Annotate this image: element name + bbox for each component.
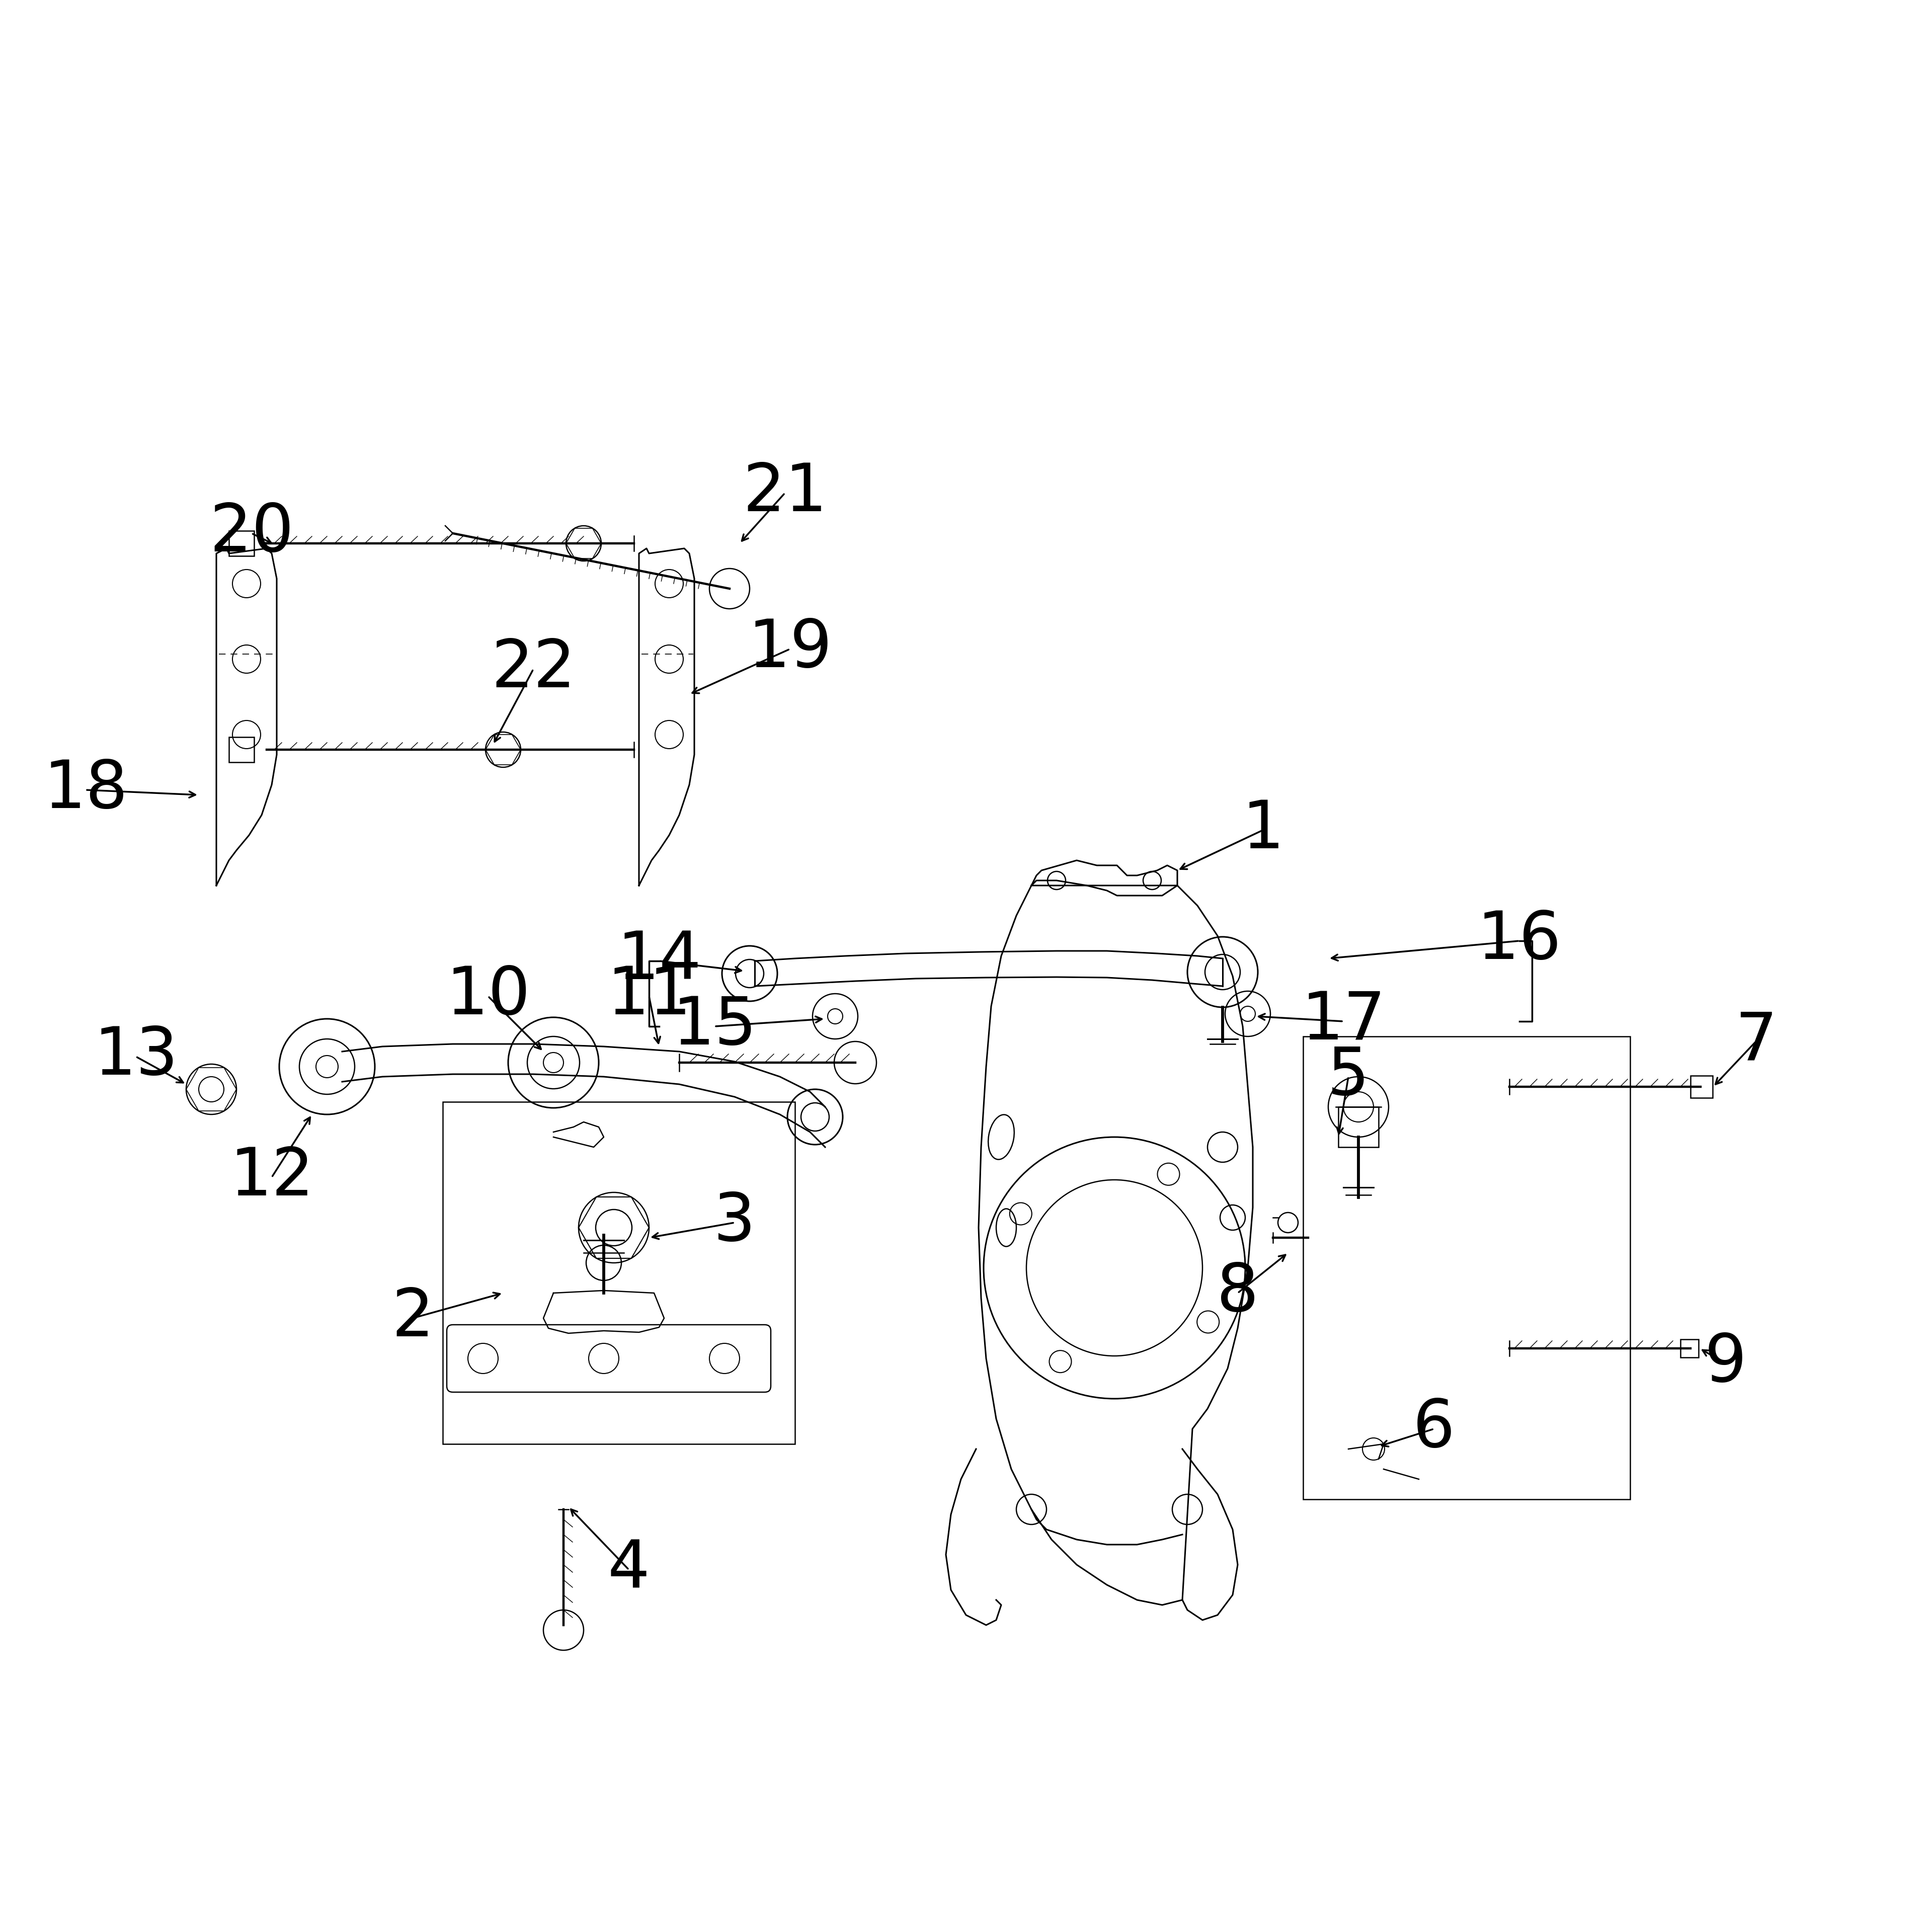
Text: 1: 1	[1242, 798, 1285, 862]
Text: 13: 13	[93, 1024, 178, 1088]
Text: 6: 6	[1412, 1397, 1455, 1461]
Text: 3: 3	[713, 1190, 755, 1254]
Text: 18: 18	[43, 757, 128, 821]
Text: 17: 17	[1300, 989, 1385, 1053]
Bar	[442, 1101, 794, 1443]
Text: 14: 14	[616, 929, 701, 993]
Bar	[1339, 1107, 1379, 1148]
Text: 20: 20	[209, 502, 294, 566]
Bar	[1681, 1339, 1698, 1358]
Text: 4: 4	[609, 1538, 649, 1602]
Bar	[228, 738, 255, 763]
Text: 10: 10	[446, 964, 529, 1028]
Text: 8: 8	[1217, 1262, 1260, 1325]
Text: 16: 16	[1478, 908, 1561, 974]
Text: 9: 9	[1704, 1331, 1747, 1395]
Text: 19: 19	[748, 616, 833, 680]
Bar	[228, 531, 255, 556]
Text: 21: 21	[742, 462, 827, 526]
Bar	[1302, 1036, 1631, 1499]
Text: 5: 5	[1327, 1045, 1370, 1109]
Bar	[1691, 1076, 1712, 1097]
Text: 2: 2	[392, 1287, 433, 1350]
Text: 15: 15	[672, 995, 757, 1059]
Text: 11: 11	[607, 964, 692, 1028]
Text: 22: 22	[491, 638, 576, 701]
Text: 12: 12	[230, 1146, 313, 1209]
Text: 7: 7	[1735, 1010, 1777, 1074]
